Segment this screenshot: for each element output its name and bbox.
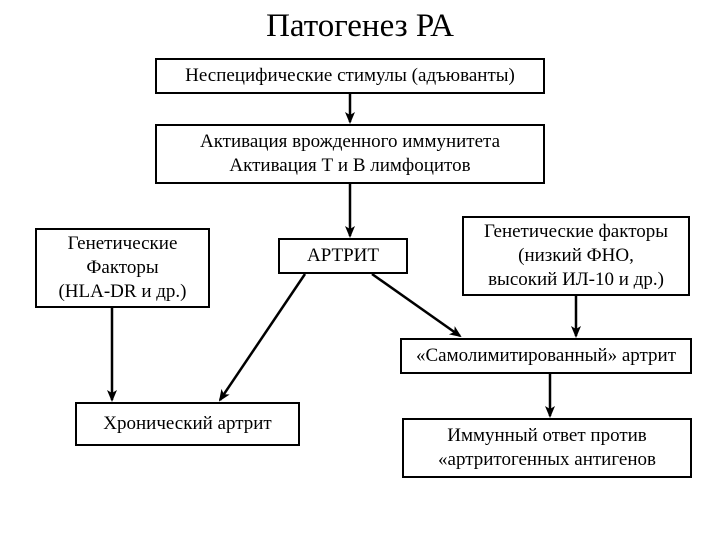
box-stimuli-text: Неспецифические стимулы (адъюванты) [185,64,515,88]
box-genetic-left-line2: Факторы [86,256,158,280]
page-title: Патогенез РА [0,8,720,45]
box-arthritis-text: АРТРИТ [307,244,379,268]
arrow-arthritis-chronic [220,274,305,400]
box-genetic-right: Генетические факторы (низкий ФНО, высоки… [462,216,690,296]
box-activation-line2: Активация Т и В лимфоцитов [229,154,470,178]
box-genetic-right-line3: высокий ИЛ-10 и др.) [488,268,664,292]
box-immune-line2: «артритогенных антигенов [438,448,656,472]
box-chronic-text: Хронический артрит [103,412,271,436]
box-immune: Иммунный ответ против «артритогенных ант… [402,418,692,478]
box-genetic-right-line1: Генетические факторы [484,220,668,244]
box-genetic-left-line1: Генетические [68,232,178,256]
box-genetic-left-line3: (HLA-DR и др.) [58,280,186,304]
arrow-arthritis-selflimited [372,274,460,336]
box-selflimited-text: «Самолимитированный» артрит [416,344,676,368]
box-immune-line1: Иммунный ответ против [447,424,647,448]
box-arthritis: АРТРИТ [278,238,408,274]
box-chronic: Хронический артрит [75,402,300,446]
box-genetic-left: Генетические Факторы (HLA-DR и др.) [35,228,210,308]
box-activation-line1: Активация врожденного иммунитета [200,130,500,154]
box-genetic-right-line2: (низкий ФНО, [518,244,634,268]
box-activation: Активация врожденного иммунитета Активац… [155,124,545,184]
box-selflimited: «Самолимитированный» артрит [400,338,692,374]
box-stimuli: Неспецифические стимулы (адъюванты) [155,58,545,94]
